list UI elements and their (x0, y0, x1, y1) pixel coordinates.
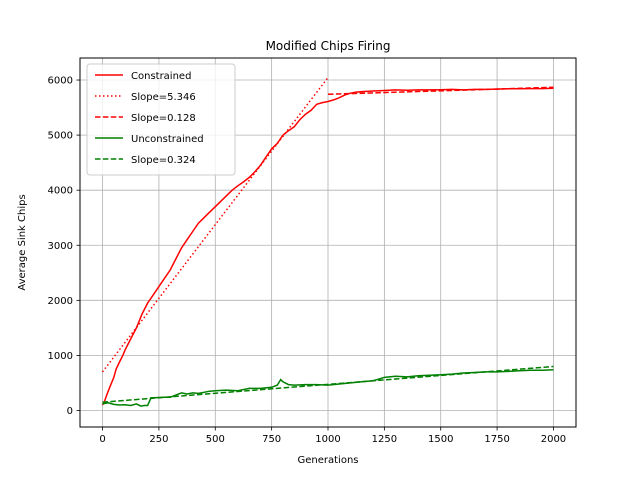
legend-entry: Slope=0.128 (131, 113, 196, 124)
x-tick-label: 750 (262, 434, 281, 445)
y-axis-label: Average Sink Chips (17, 194, 28, 290)
x-tick-label: 1500 (428, 434, 453, 445)
y-tick-label: 5000 (48, 131, 73, 142)
legend: Constrained Slope=5.346 Slope=0.128 Unconst… (86, 63, 236, 176)
y-tick-label: 2000 (48, 296, 73, 307)
series-line-slope-5-346 (101, 77, 329, 373)
chart-title: Modified Chips Firing (266, 39, 391, 53)
series-line-constrained (101, 87, 554, 406)
x-tick-label: 1000 (315, 434, 340, 445)
y-tick-label: 3000 (48, 241, 73, 252)
x-tick-label: 0 (99, 434, 105, 445)
legend-entry: Unconstrained (131, 134, 204, 145)
y-tick-label: 0 (67, 406, 73, 417)
grid (80, 58, 576, 427)
y-tick-label: 1000 (48, 351, 73, 362)
x-tick-label: 2000 (541, 434, 566, 445)
legend-entry: Slope=0.324 (131, 155, 196, 166)
series-line-slope-0-324 (102, 365, 554, 403)
series-layer (101, 77, 554, 407)
y-tick-label: 6000 (48, 76, 73, 87)
series-line-slope-0-128 (327, 86, 554, 96)
x-tick-label: 1750 (484, 434, 509, 445)
y-tick-label: 4000 (48, 186, 73, 197)
legend-entry: Constrained (131, 71, 191, 82)
legend-box (86, 63, 236, 176)
legend-entry: Slope=5.346 (131, 92, 196, 103)
x-tick-label: 1250 (372, 434, 397, 445)
x-tick-label: 250 (149, 434, 168, 445)
x-axis-label: Generations (298, 455, 359, 466)
x-tick-label: 500 (206, 434, 225, 445)
x-axis: 0 250 500 750 1000 1250 1500 1750 2000 (99, 427, 566, 445)
y-axis: 0 1000 2000 3000 4000 5000 6000 (48, 76, 80, 417)
